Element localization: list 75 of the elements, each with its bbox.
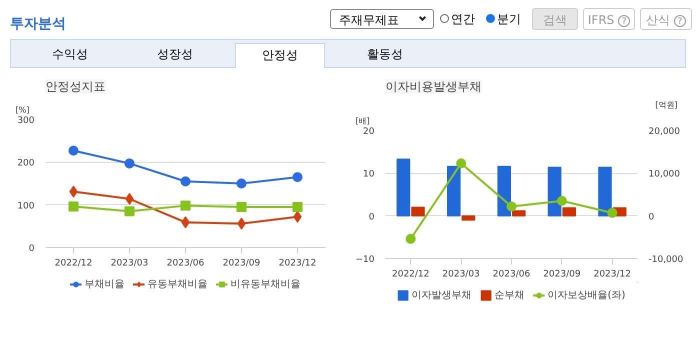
- y-tick-label: 20: [363, 127, 375, 137]
- bar: [598, 166, 612, 216]
- y2-axis-title: [억원]: [655, 100, 678, 110]
- point: [237, 218, 246, 230]
- chart-title: 안정성지표: [46, 80, 106, 94]
- bar: [562, 207, 576, 216]
- legend-label: 순부채: [494, 289, 525, 302]
- bar: [497, 166, 511, 216]
- y-tick-label: 0: [28, 244, 35, 254]
- point: [124, 158, 134, 168]
- text: 연간: [450, 11, 475, 28]
- y-axis-title: [%]: [16, 106, 30, 114]
- point: [607, 208, 618, 218]
- point: [292, 172, 302, 182]
- point: [125, 192, 134, 205]
- point: [69, 186, 78, 198]
- text: 주재무제표: [330, 9, 434, 29]
- x-tick-label: 2023/09: [543, 270, 581, 280]
- point: [68, 146, 78, 156]
- point: [293, 210, 302, 223]
- point: [292, 202, 302, 212]
- y-tick-label: 10: [363, 170, 375, 180]
- point: [124, 206, 134, 216]
- text: ?: [674, 15, 686, 27]
- point: [236, 202, 246, 212]
- chart-title: 이자비용발생부채: [386, 80, 482, 94]
- x-tick-label: 2023/06: [492, 270, 530, 280]
- y2-tick-label: 20,000: [648, 127, 680, 137]
- text: 검색: [532, 8, 578, 30]
- point: [68, 202, 78, 212]
- legend-label: 유동부채비율: [148, 278, 208, 291]
- bar: [396, 158, 410, 216]
- y-tick-label: −10: [356, 255, 375, 265]
- y-tick-label: 100: [17, 201, 35, 212]
- y2-tick-label: 10,000: [648, 170, 680, 180]
- point: [456, 158, 466, 168]
- text: 산식: [646, 13, 670, 27]
- legend-label: 부채비율: [84, 278, 124, 291]
- bar: [411, 206, 425, 216]
- point: [556, 196, 567, 206]
- text: ?: [618, 15, 630, 27]
- point: [180, 200, 190, 211]
- text: 성장성: [156, 46, 194, 63]
- x-tick-label: 2023/03: [442, 270, 480, 280]
- point: [506, 201, 516, 212]
- text: 수익성: [51, 46, 89, 63]
- point: [236, 178, 246, 188]
- point: [406, 234, 416, 244]
- bar: [462, 215, 476, 221]
- text: 투자분석: [10, 15, 66, 34]
- text: 활동성: [366, 46, 404, 63]
- x-tick-label: 2023/12: [594, 270, 631, 280]
- text: IFRS: [588, 13, 614, 27]
- y-tick-label: 0: [368, 212, 375, 222]
- y-tick-label: 200: [17, 158, 35, 169]
- y-tick-label: 300: [17, 116, 35, 126]
- bar: [512, 210, 526, 216]
- legend-label: 비유동부채비율: [230, 278, 300, 291]
- x-tick-label: 2023/09: [222, 258, 260, 268]
- x-tick-label: 2023/12: [278, 258, 316, 268]
- point: [180, 176, 190, 186]
- text: 분기: [496, 11, 521, 28]
- text: 안정성: [235, 43, 325, 68]
- x-tick-label: 2022/12: [54, 258, 92, 268]
- y2-tick-label: -10,000: [648, 255, 684, 265]
- bar: [446, 166, 461, 216]
- legend-label: 이자발생부채: [412, 289, 472, 302]
- y2-tick-label: 0: [648, 212, 654, 222]
- legend-label: 이자보상배율(좌): [548, 289, 626, 302]
- x-tick-label: 2022/12: [392, 270, 430, 280]
- bar: [548, 166, 562, 216]
- x-tick-label: 2023/03: [110, 258, 148, 268]
- x-tick-label: 2023/06: [166, 258, 204, 268]
- y-axis-title: [배]: [356, 116, 370, 126]
- point: [181, 216, 190, 228]
